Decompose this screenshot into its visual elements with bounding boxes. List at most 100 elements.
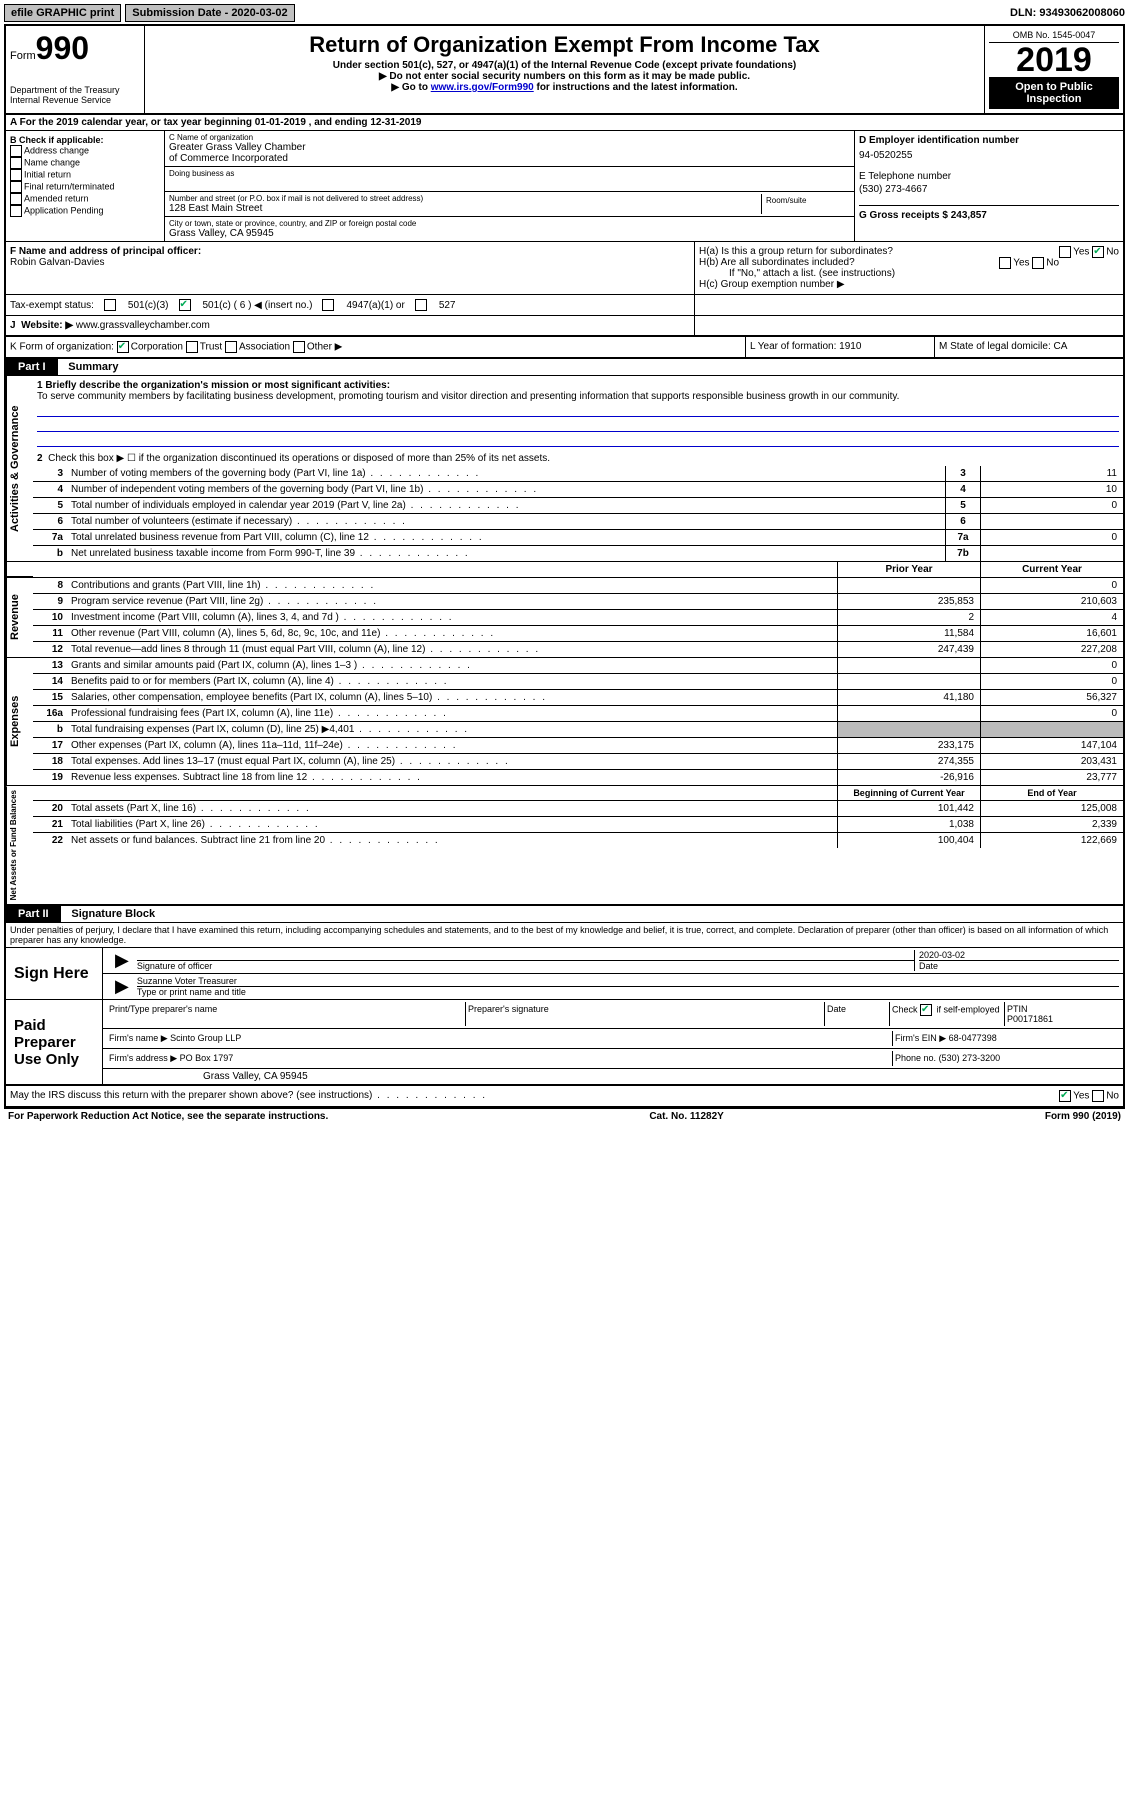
side-revenue: Revenue: [6, 578, 33, 657]
tax-year: 2019: [989, 43, 1119, 77]
org-name-1: Greater Grass Valley Chamber: [169, 142, 850, 153]
cb-501c[interactable]: [179, 299, 191, 311]
line-desc: Salaries, other compensation, employee b…: [67, 690, 837, 705]
efile-print-button[interactable]: efile GRAPHIC print: [4, 4, 121, 22]
ein-value: 94-0520255: [859, 150, 1119, 161]
cb-hb-yes[interactable]: [999, 257, 1011, 269]
col-beginning: Beginning of Current Year: [837, 786, 980, 800]
line-num: 5: [33, 498, 67, 513]
g-gross-receipts: G Gross receipts $ 243,857: [859, 205, 1119, 221]
k-label: K Form of organization:: [10, 342, 114, 353]
line-num: 10: [33, 610, 67, 625]
line-num: 8: [33, 578, 67, 593]
line-val: 0: [980, 530, 1123, 545]
cb-self-employed[interactable]: [920, 1004, 932, 1016]
yes-3: Yes: [1073, 1091, 1089, 1102]
cb-527[interactable]: [415, 299, 427, 311]
firm-ein-label: Firm's EIN ▶: [895, 1033, 946, 1043]
cb-trust[interactable]: [186, 341, 198, 353]
cb-amended[interactable]: [10, 193, 22, 205]
cb-discuss-yes[interactable]: [1059, 1090, 1071, 1102]
footer-right: Form 990 (2019): [1045, 1111, 1121, 1122]
cb-other[interactable]: [293, 341, 305, 353]
line-desc: Benefits paid to or for members (Part IX…: [67, 674, 837, 689]
firm-phone-label: Phone no.: [895, 1053, 936, 1063]
firm-phone: (530) 273-3200: [939, 1053, 1001, 1063]
line-val: 0: [980, 498, 1123, 513]
goto-suffix: for instructions and the latest informat…: [534, 82, 738, 93]
cb-ha-no[interactable]: [1092, 246, 1104, 258]
firm-addr1: PO Box 1797: [180, 1053, 234, 1063]
tax-exempt-label: Tax-exempt status:: [10, 300, 94, 311]
prior-val: 247,439: [837, 642, 980, 657]
submission-date-button[interactable]: Submission Date - 2020-03-02: [125, 4, 294, 22]
line-desc: Total liabilities (Part X, line 26): [67, 817, 837, 832]
self-emp-label: if self-employed: [937, 1005, 1000, 1015]
cb-discuss-no[interactable]: [1092, 1090, 1104, 1102]
form-header: Form990 Department of the Treasury Inter…: [6, 26, 1123, 115]
line-desc: Total fundraising expenses (Part IX, col…: [67, 722, 837, 737]
side-activities: Activities & Governance: [6, 376, 33, 561]
line-num: 7a: [33, 530, 67, 545]
city-label: City or town, state or province, country…: [169, 219, 850, 228]
part2-title: Signature Block: [63, 906, 163, 922]
curr-val: 203,431: [980, 754, 1123, 769]
sign-here-label: Sign Here: [6, 948, 103, 999]
prior-val: 233,175: [837, 738, 980, 753]
line-num: 3: [33, 466, 67, 481]
curr-val: 210,603: [980, 594, 1123, 609]
line-num: 12: [33, 642, 67, 657]
line-box: 7a: [945, 530, 980, 545]
c-name-label: C Name of organization: [169, 133, 850, 142]
firm-name: Scinto Group LLP: [170, 1033, 241, 1043]
curr-val: 125,008: [980, 801, 1123, 816]
prior-val: -26,916: [837, 770, 980, 785]
line1-label: 1 Briefly describe the organization's mi…: [37, 380, 1119, 391]
addr-label: Number and street (or P.O. box if mail i…: [169, 194, 761, 203]
cb-name-change[interactable]: [10, 157, 22, 169]
hc-label: H(c) Group exemption number ▶: [699, 279, 1119, 290]
b-item-3: Final return/terminated: [24, 181, 115, 191]
cb-hb-no[interactable]: [1032, 257, 1044, 269]
yes-1: Yes: [1073, 247, 1089, 258]
curr-val: 56,327: [980, 690, 1123, 705]
cb-corp[interactable]: [117, 341, 129, 353]
f-officer-label: F Name and address of principal officer:: [10, 246, 690, 257]
opt-corp: Corporation: [131, 342, 183, 353]
perjury-declaration: Under penalties of perjury, I declare th…: [6, 923, 1123, 948]
b-item-5: Application Pending: [24, 205, 104, 215]
cb-pending[interactable]: [10, 205, 22, 217]
irs-link[interactable]: www.irs.gov/Form990: [431, 82, 534, 93]
b-item-1: Name change: [24, 157, 80, 167]
cb-4947[interactable]: [322, 299, 334, 311]
firm-ein: 68-0477398: [949, 1033, 997, 1043]
prior-val: [837, 658, 980, 673]
part2-header: Part II: [6, 906, 61, 922]
curr-val: [980, 722, 1123, 737]
phone-value: (530) 273-4667: [859, 184, 1119, 195]
line-desc: Total expenses. Add lines 13–17 (must eq…: [67, 754, 837, 769]
cb-assoc[interactable]: [225, 341, 237, 353]
line-desc: Other expenses (Part IX, column (A), lin…: [67, 738, 837, 753]
curr-val: 227,208: [980, 642, 1123, 657]
line-val: [980, 546, 1123, 561]
line-box: 7b: [945, 546, 980, 561]
discuss-question: May the IRS discuss this return with the…: [10, 1090, 1059, 1102]
line-num: 15: [33, 690, 67, 705]
cb-ha-yes[interactable]: [1059, 246, 1071, 258]
cb-final[interactable]: [10, 181, 22, 193]
curr-val: 4: [980, 610, 1123, 625]
cb-initial[interactable]: [10, 169, 22, 181]
subtitle-1: Under section 501(c), 527, or 4947(a)(1)…: [149, 60, 980, 71]
line-desc: Net unrelated business taxable income fr…: [67, 546, 945, 561]
room-label: Room/suite: [762, 194, 850, 214]
cb-address-change[interactable]: [10, 145, 22, 157]
form-title: Return of Organization Exempt From Incom…: [149, 32, 980, 58]
footer-mid: Cat. No. 11282Y: [649, 1111, 723, 1122]
no-3: No: [1106, 1091, 1119, 1102]
page-footer: For Paperwork Reduction Act Notice, see …: [4, 1108, 1125, 1124]
row-a-period: A For the 2019 calendar year, or tax yea…: [6, 115, 1123, 131]
line-num: 22: [33, 833, 67, 848]
cb-501c3[interactable]: [104, 299, 116, 311]
sig-date-label: Date: [919, 960, 1119, 971]
